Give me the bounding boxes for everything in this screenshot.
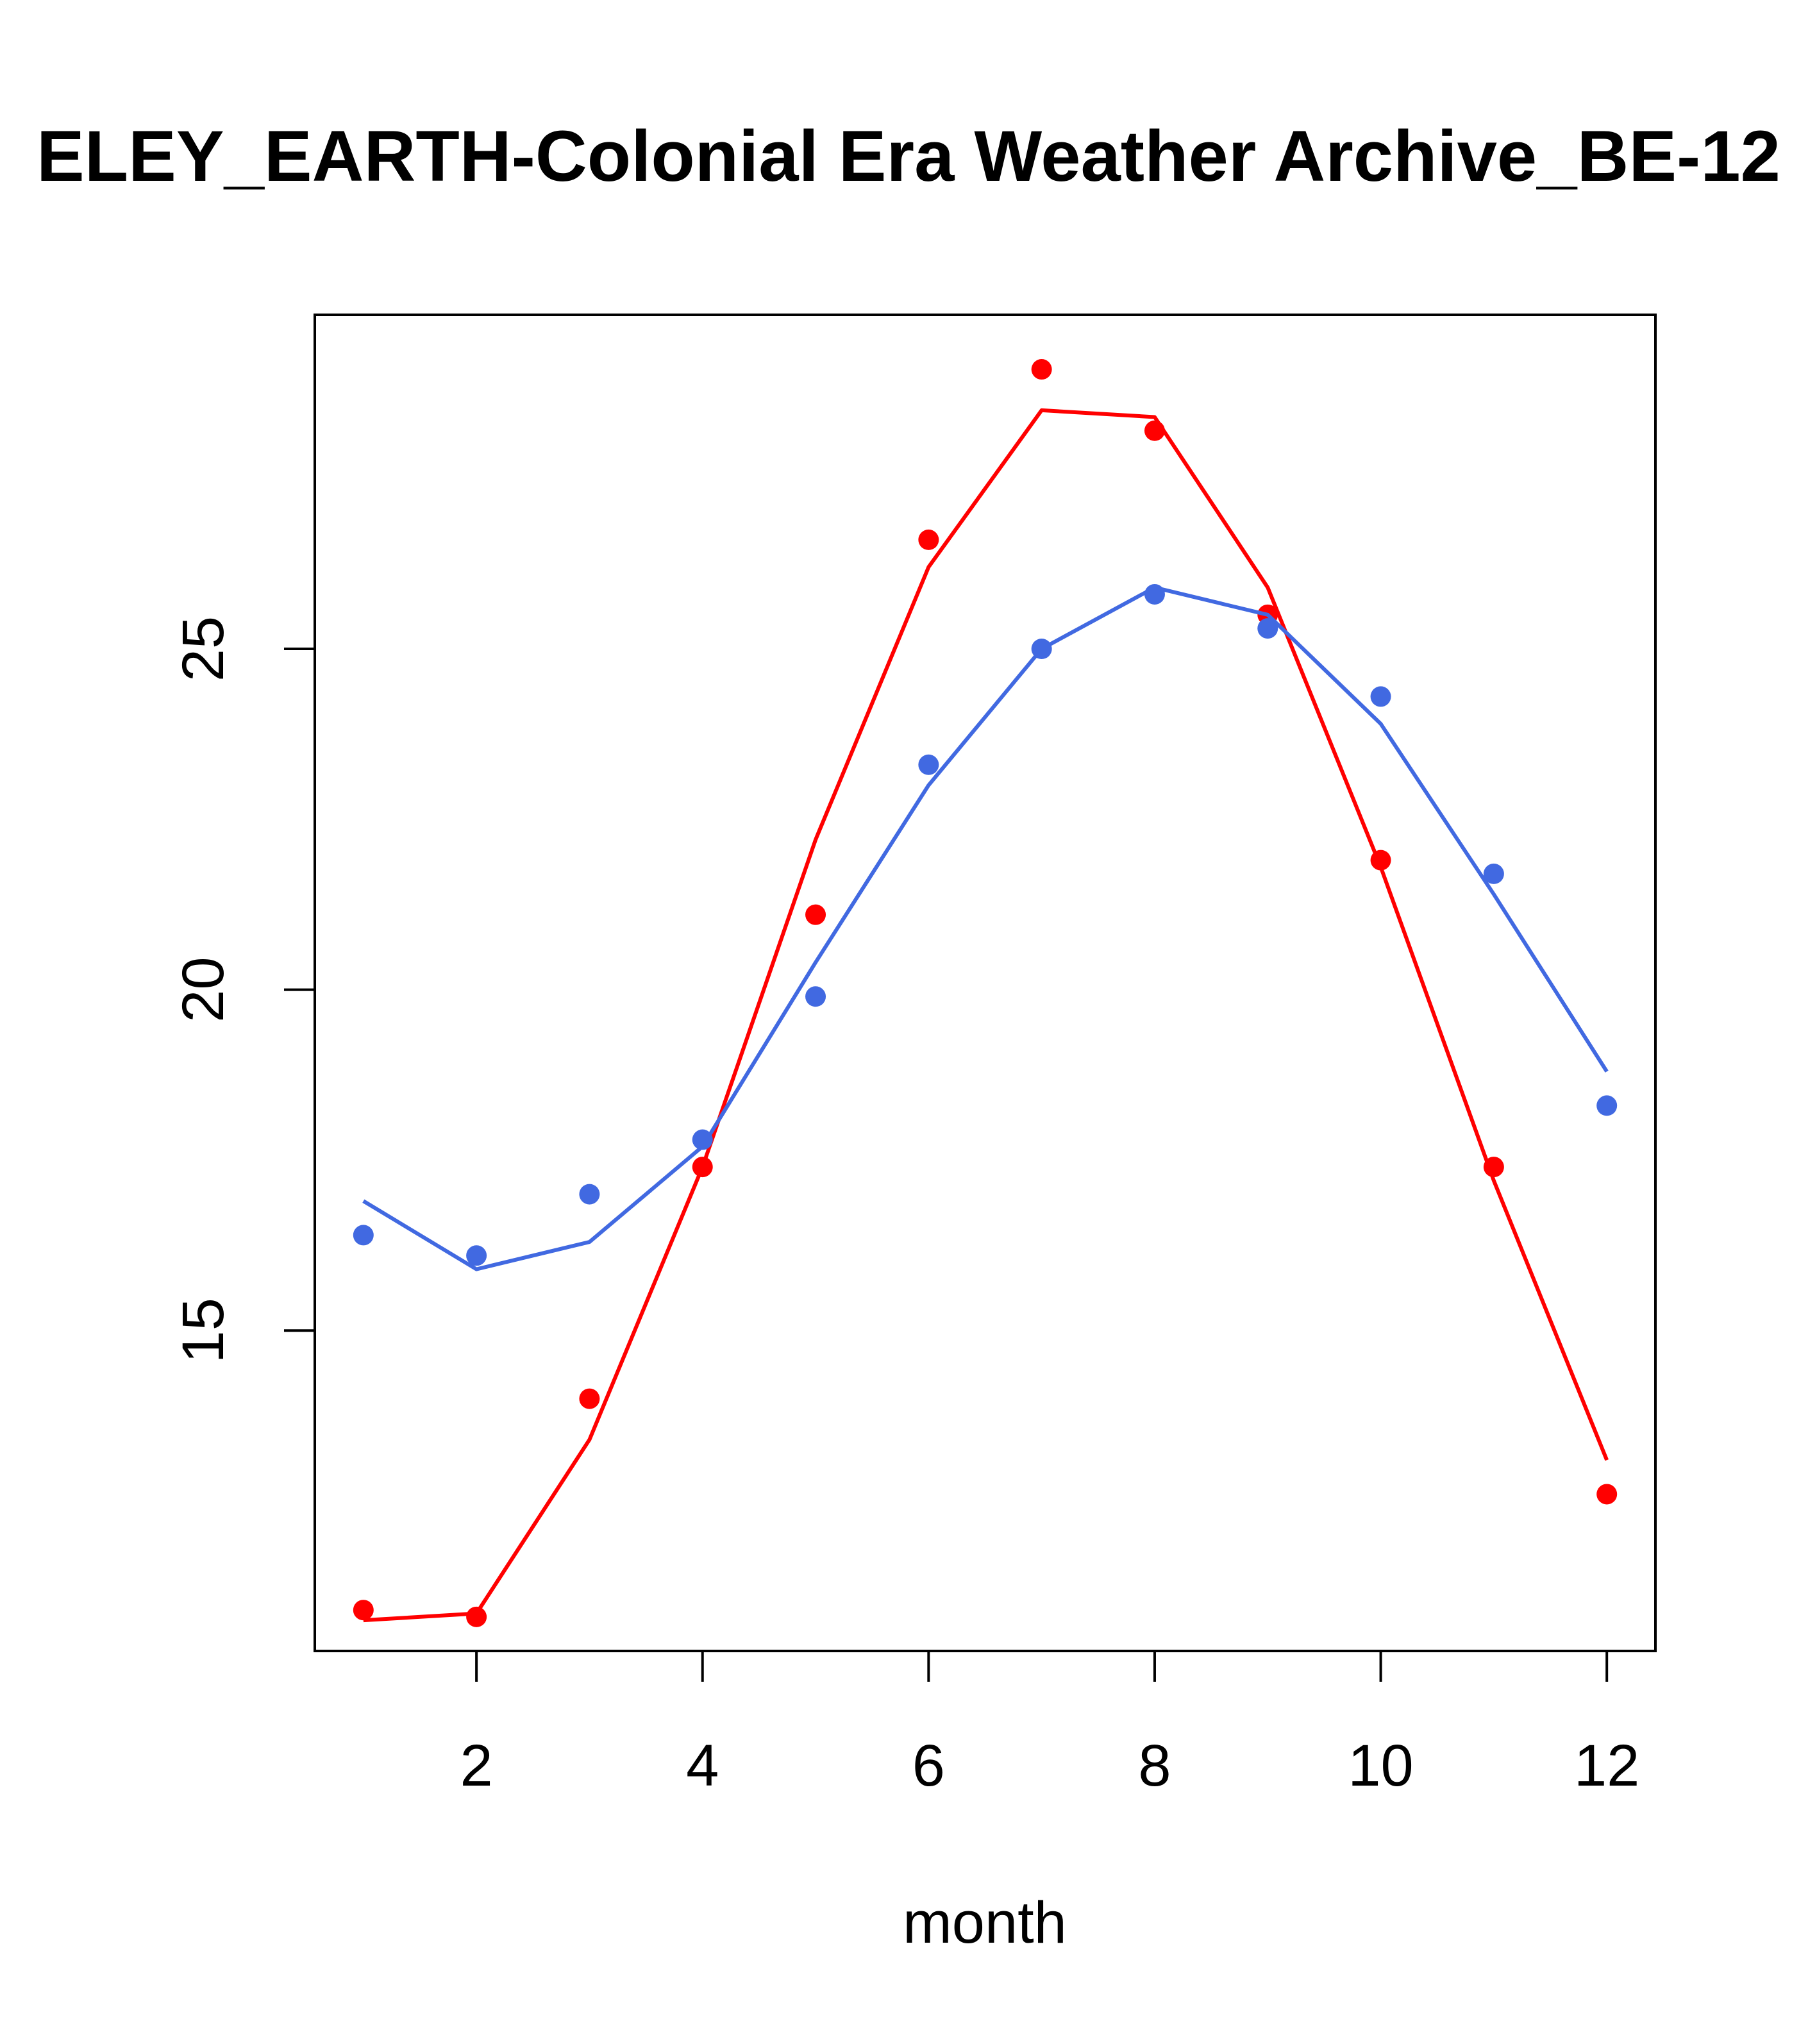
- x-tick-label: 8: [1138, 1733, 1171, 1798]
- x-axis: 2 4 6 8 10 12: [460, 1651, 1639, 1798]
- series-1-point: [579, 1388, 600, 1409]
- y-tick-label: 25: [171, 616, 236, 682]
- series-2-point: [1483, 863, 1504, 884]
- series-2-point: [805, 986, 826, 1007]
- series-1-point: [466, 1606, 487, 1627]
- x-tick-label: 6: [912, 1733, 945, 1798]
- series-2-point: [918, 754, 939, 775]
- series-2-line: [362, 585, 1609, 1271]
- series-1: [353, 359, 1618, 1627]
- x-tick-label: 2: [460, 1733, 493, 1798]
- series-1-point: [1144, 420, 1165, 441]
- x-tick-label: 4: [686, 1733, 719, 1798]
- y-tick-label: 20: [171, 957, 236, 1022]
- series-2: [353, 583, 1618, 1271]
- series-layer: [353, 359, 1618, 1627]
- y-tick-label: 15: [171, 1298, 236, 1363]
- series-2-point: [353, 1225, 374, 1246]
- chart-title: ELEY_EARTH-Colonial Era Weather Archive_…: [37, 116, 1780, 196]
- x-tick-label: 10: [1348, 1733, 1413, 1798]
- series-1-point: [918, 529, 939, 550]
- series-2-point: [1031, 639, 1052, 659]
- x-tick-label: 12: [1574, 1733, 1639, 1798]
- series-2-point: [466, 1245, 487, 1266]
- x-axis-title: month: [903, 1890, 1067, 1956]
- plot-frame: [314, 314, 1657, 1652]
- series-2-point: [1370, 686, 1391, 707]
- series-2-point: [1144, 583, 1165, 605]
- series-2-point: [579, 1184, 600, 1205]
- series-1-point: [1596, 1484, 1618, 1505]
- series-2-point: [692, 1129, 713, 1150]
- series-2-point: [1596, 1095, 1618, 1116]
- y-axis: 15 20 25: [171, 616, 315, 1363]
- series-1-point: [692, 1157, 713, 1178]
- series-1-line: [363, 408, 1609, 1623]
- series-1-point: [1370, 850, 1391, 871]
- series-1-point: [1031, 359, 1052, 380]
- series-1-point: [805, 904, 826, 925]
- series-2-point: [1257, 618, 1278, 639]
- series-1-point: [1483, 1157, 1504, 1178]
- series-1-point: [353, 1600, 374, 1621]
